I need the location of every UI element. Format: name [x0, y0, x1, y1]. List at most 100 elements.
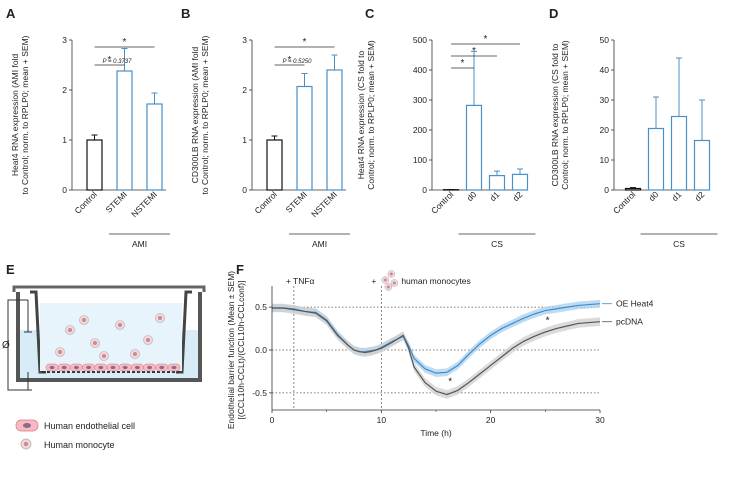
y-axis-label: Control; norm. to RPLP0; mean + SEM)	[366, 40, 376, 190]
y-tick-label: 200	[413, 125, 427, 135]
endothelial-nucleus-icon	[86, 365, 92, 370]
y-axis-label: Heat4 RNA expression (CS fold to	[356, 50, 366, 179]
x-tick-label: Control	[611, 189, 638, 216]
chart-a: 0 1 2 3 Heat4 RNA expression (AMI fold to Con…	[10, 35, 170, 249]
x-tick-label: 20	[486, 415, 496, 425]
endothelial-nucleus-icon	[98, 365, 104, 370]
y-axis-label: Control; norm. to RPLP0; mean + SEM)	[560, 40, 570, 190]
legend-endothelial-label: Human endothelial cell	[44, 421, 135, 431]
monocyte-nucleus-icon	[133, 352, 137, 356]
y-axis-label: CD300LB RNA expression (AMI fold	[190, 46, 200, 183]
panel-label-a: A	[6, 6, 16, 21]
y-tick-label: 3	[62, 35, 67, 45]
insert-medium	[40, 303, 182, 371]
chart-d: 0 10 20 30 40 50 CD300LB RNA expression (CS fo…	[550, 35, 718, 249]
y-tick-label: 1	[62, 135, 67, 145]
endothelial-nucleus-icon	[171, 365, 177, 370]
sem-band-0	[272, 299, 600, 377]
x-tick-label: 0	[270, 415, 275, 425]
group-label: CS	[491, 239, 503, 249]
x-axis-label: Time (h)	[420, 428, 451, 438]
legend-monocyte-nucleus-icon	[23, 441, 29, 447]
monocyte-nucleus-icon	[158, 316, 162, 320]
panel-label-b: B	[181, 6, 190, 21]
y-tick-label: 400	[413, 65, 427, 75]
significance-star: *	[546, 315, 550, 326]
endothelial-nucleus-icon	[61, 365, 67, 370]
y-tick-label: -0.5	[252, 388, 267, 398]
monocyte-nucleus-icon	[93, 341, 97, 345]
x-tick-label: d0	[647, 189, 661, 203]
legend-label: OE Heat4	[616, 299, 654, 309]
electrode-wire	[7, 299, 28, 391]
x-tick-label: NSTEMI	[309, 189, 339, 219]
electrode-symbol-icon: Ø	[2, 340, 10, 351]
bar-nstemi	[326, 69, 343, 191]
x-tick-label: 10	[377, 415, 387, 425]
endothelial-layer	[45, 363, 181, 372]
p-value: P = 0.5250	[283, 59, 313, 65]
bar-d2	[511, 173, 529, 191]
annotation-tnf: + TNFα	[286, 276, 315, 286]
y-tick-label: 1	[242, 135, 247, 145]
x-tick-label: Control	[429, 189, 456, 216]
significance-star: *	[288, 55, 292, 66]
y-tick-label: 0	[62, 185, 67, 195]
y-axis-label: Endothelial barrier function (Mean ± SEM…	[226, 271, 236, 429]
bar-d0	[647, 127, 665, 191]
x-tick-label: Control	[72, 189, 99, 216]
bar-nstemi	[146, 103, 163, 191]
group-label: AMI	[312, 239, 327, 249]
y-tick-label: 10	[600, 155, 610, 165]
legend-label: pcDNA	[616, 317, 643, 327]
x-tick-label: NSTEMI	[129, 189, 159, 219]
monocyte-nucleus-icon	[146, 338, 150, 342]
chart-f: OE Heat4 pcDNA 0 10 20 30 -0.5 0.0 0.5 Time (h) En…	[226, 270, 654, 438]
monocyte-nucleus-icon	[102, 354, 106, 358]
monocyte-group	[55, 313, 165, 361]
y-tick-label: 20	[600, 125, 610, 135]
bar-d0	[465, 104, 483, 191]
lid	[12, 285, 206, 292]
endothelial-nucleus-icon	[134, 365, 140, 370]
y-tick-label: 50	[600, 35, 610, 45]
monocyte-nucleus-icon	[118, 323, 122, 327]
y-tick-label: 0	[422, 185, 427, 195]
monocyte-nucleus-icon	[389, 272, 393, 276]
bar-d1	[488, 175, 506, 191]
y-tick-label: 0	[604, 185, 609, 195]
y-axis-label: Heat4 RNA expression (AMI fold	[10, 54, 20, 177]
endothelial-nucleus-icon	[49, 365, 55, 370]
x-tick-label: STEMI	[283, 189, 308, 214]
group-label: CS	[673, 239, 685, 249]
bar-control	[624, 187, 642, 191]
x-tick-label: d2	[693, 189, 707, 203]
legend-endothelial-nucleus-icon	[23, 423, 31, 428]
bar-control	[266, 139, 283, 191]
chart-c: 0 100 200 300 400 500 Heat4 RNA expression (CS…	[356, 34, 536, 249]
significance-star: *	[303, 37, 307, 48]
y-axis-label: to Control; norm. to RPLP0; mean + SEM)	[200, 35, 210, 194]
bar-control	[86, 139, 103, 191]
group-label: AMI	[132, 239, 147, 249]
y-tick-label: 30	[600, 95, 610, 105]
endothelial-nucleus-icon	[147, 365, 153, 370]
annotation-plus: +	[371, 276, 376, 286]
panel-label-c: C	[365, 6, 375, 21]
x-tick-label: d1	[670, 189, 684, 203]
annotation-monocytes: human monocytes	[401, 276, 470, 286]
bar-d2	[693, 139, 711, 191]
outer-well	[16, 292, 202, 382]
y-axis-label: CD300LB RNA expression (CS fold to	[550, 43, 560, 186]
monocyte-nucleus-icon	[386, 285, 390, 289]
significance-star: *	[472, 46, 476, 57]
panel-label-d: D	[549, 6, 558, 21]
monocyte-nucleus-icon	[68, 328, 72, 332]
chart-b: 0 1 2 3 CD300LB RNA expression (AMI fold to C…	[190, 35, 350, 249]
monocyte-nucleus-icon	[58, 350, 62, 354]
significance-star: *	[123, 37, 127, 48]
significance-star: *	[484, 34, 488, 45]
y-tick-label: 300	[413, 95, 427, 105]
p-value: P = 0.3737	[103, 59, 133, 65]
